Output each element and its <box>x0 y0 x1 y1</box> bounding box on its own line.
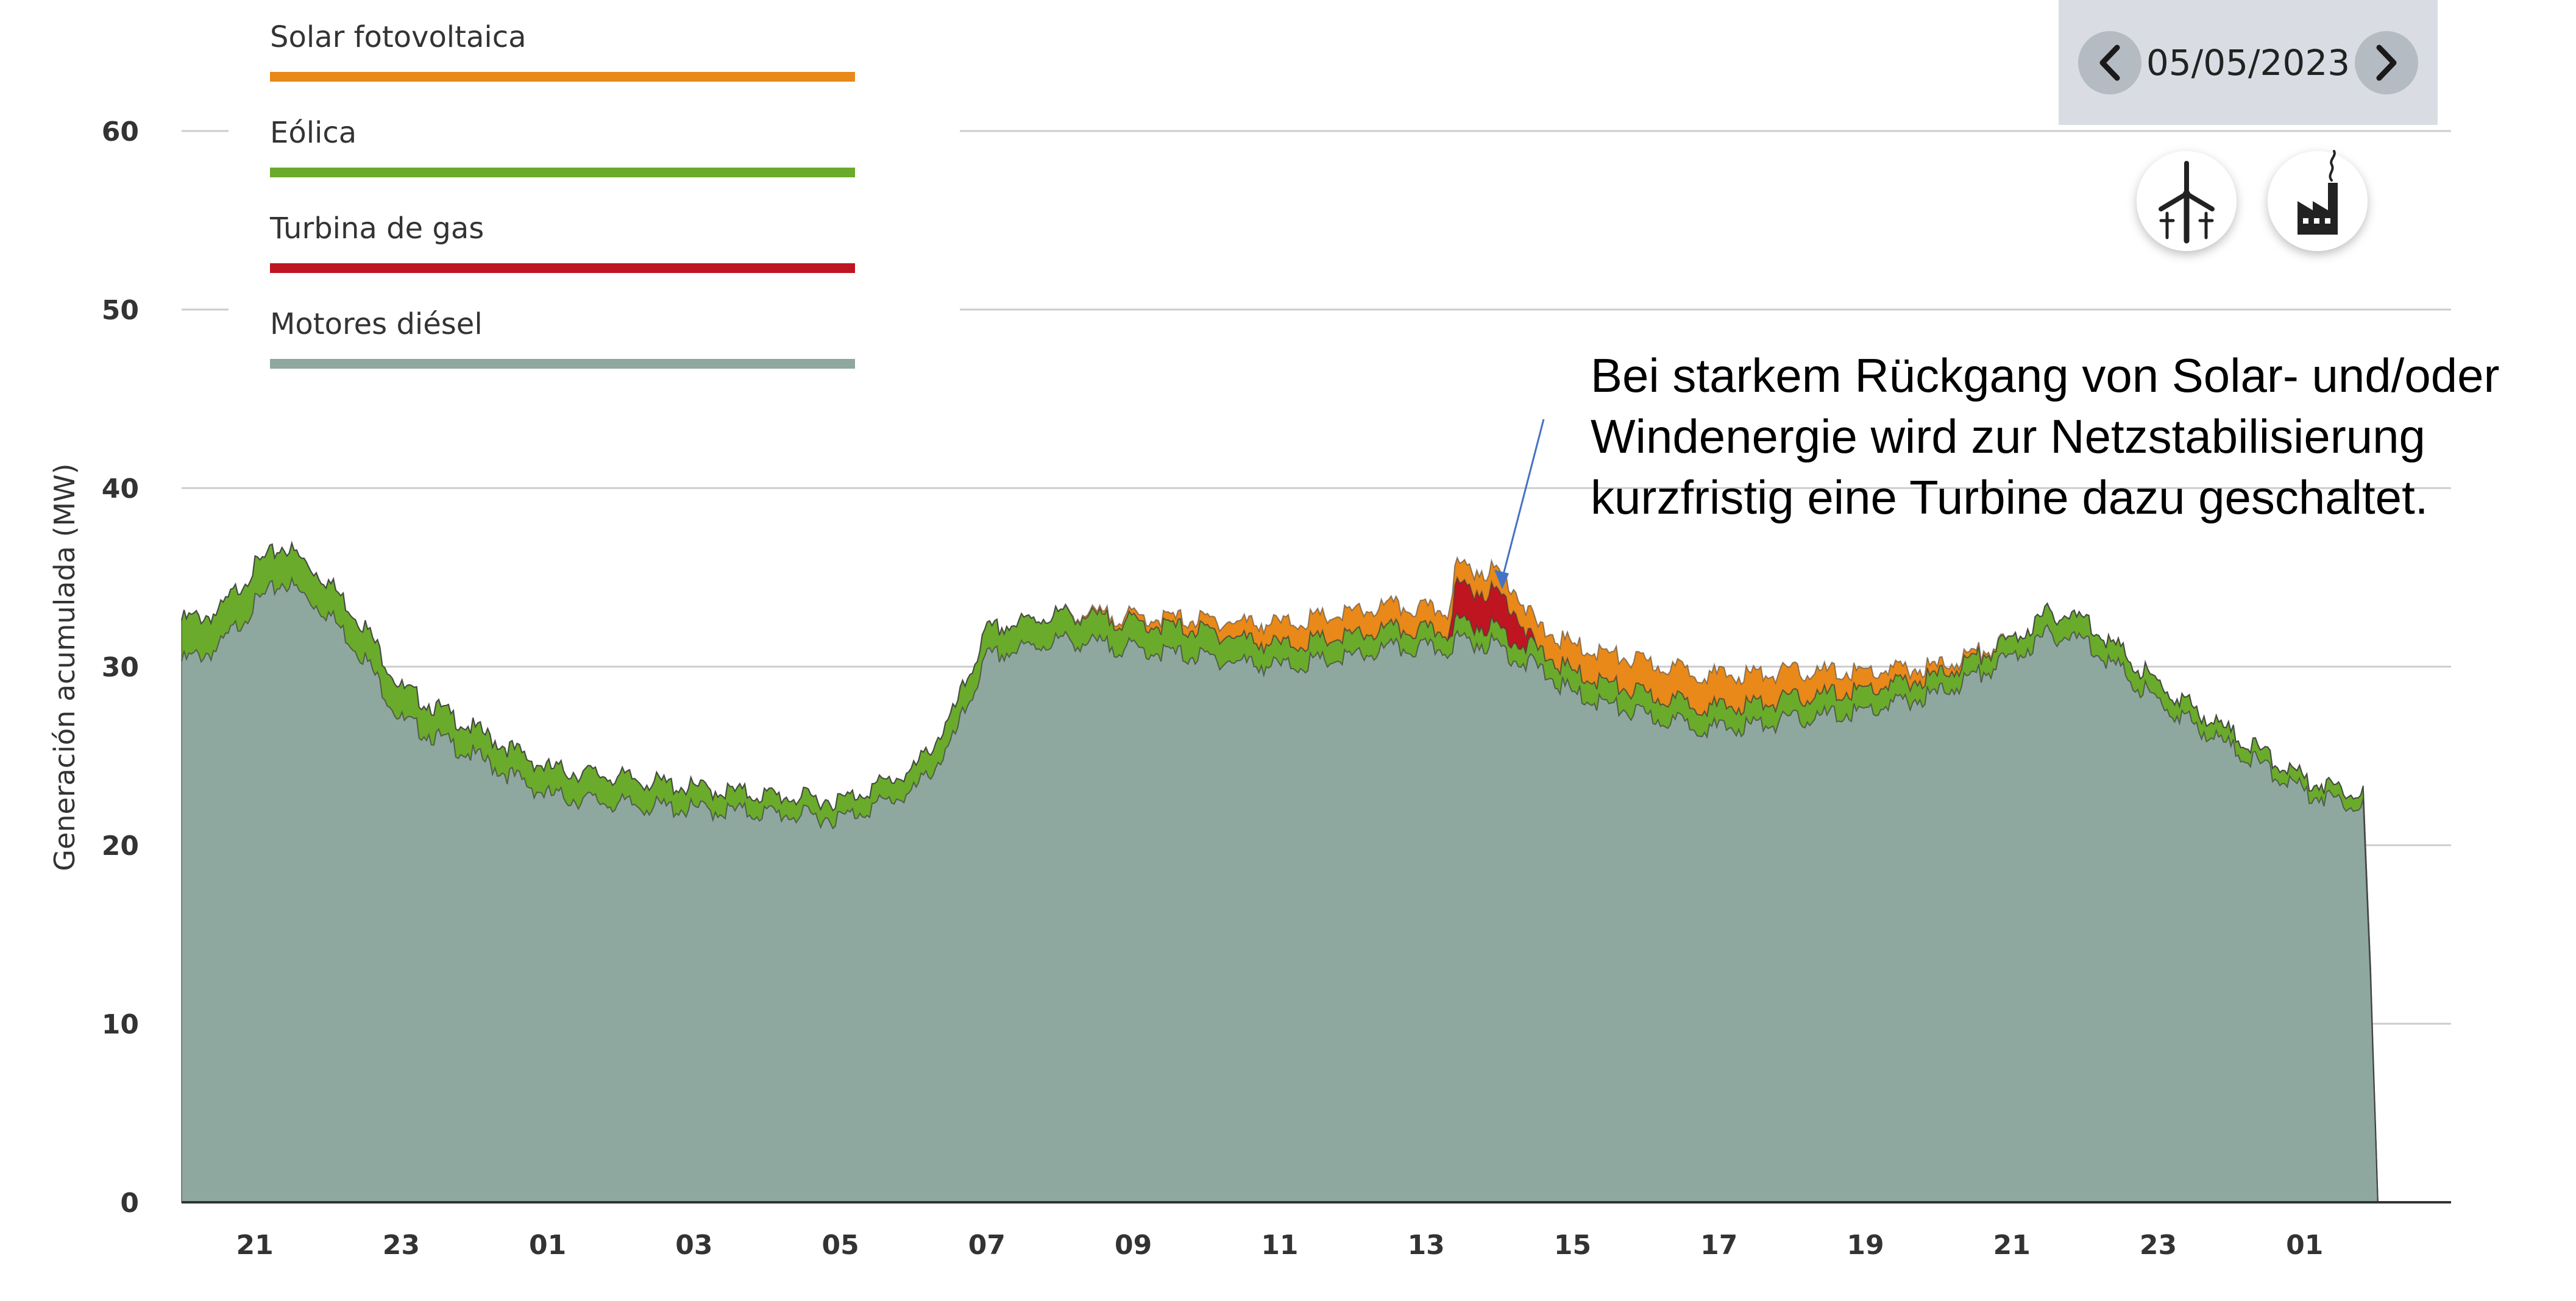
x-tick-label: 03 <box>675 1230 712 1261</box>
area-layer <box>181 541 2385 1203</box>
series-area-motores-diesel <box>181 575 2385 1203</box>
x-tick-label: 07 <box>968 1230 1006 1261</box>
y-tick-label: 0 <box>120 1188 139 1219</box>
legend-swatch <box>270 359 855 369</box>
y-tick-label: 50 <box>102 295 139 326</box>
x-tick-label: 21 <box>1993 1230 2031 1261</box>
y-tick-label: 30 <box>102 652 139 683</box>
x-tick-labels: 21 23 01 03 05 07 09 11 13 15 17 19 21 23 01 <box>236 1230 2324 1261</box>
x-tick-label: 17 <box>1700 1230 1737 1261</box>
legend: Solar fotovoltaica Eólica Turbina de gas Mo… <box>269 20 855 369</box>
y-tick-label: 60 <box>102 116 139 147</box>
x-tick-label: 01 <box>529 1230 566 1261</box>
legend-item: Solar fotovoltaica <box>270 20 855 82</box>
legend-label: Turbina de gas <box>269 211 484 246</box>
factory-icon <box>2297 150 2338 235</box>
thermal-view-button[interactable] <box>2268 150 2368 251</box>
wind-turbine-icon <box>2159 161 2215 244</box>
chevron-right-icon <box>2376 44 2397 81</box>
legend-label: Eólica <box>270 116 357 150</box>
x-tick-label: 13 <box>1408 1230 1445 1261</box>
legend-label: Motores diésel <box>270 307 483 341</box>
legend-swatch <box>270 168 855 177</box>
annotation-arrowhead <box>1494 570 1509 589</box>
annotation-line-2: Windenergie wird zur Netzstabilisierung <box>1591 409 2425 463</box>
next-date-button[interactable] <box>2355 31 2418 94</box>
x-tick-label: 05 <box>822 1230 859 1261</box>
x-tick-label: 11 <box>1261 1230 1298 1261</box>
x-tick-label: 19 <box>1847 1230 1884 1261</box>
legend-item: Turbina de gas <box>269 211 855 273</box>
annotation-line-1: Bei starkem Rückgang von Solar- und/oder <box>1591 349 2499 402</box>
date-selector: 05/05/2023 <box>2059 0 2438 125</box>
annotation-line-3: kurzfristig eine Turbine dazu geschaltet… <box>1591 470 2428 524</box>
legend-item: Motores diésel <box>270 307 855 369</box>
selected-date[interactable]: 05/05/2023 <box>2146 42 2350 83</box>
annotation-arrow <box>1501 419 1545 580</box>
y-axis-label: Generación acumulada (MW) <box>48 463 81 871</box>
legend-swatch <box>270 72 855 82</box>
x-tick-label: 09 <box>1115 1230 1152 1261</box>
x-tick-label: 21 <box>236 1230 274 1261</box>
legend-swatch <box>270 263 855 273</box>
wind-view-button[interactable] <box>2137 151 2237 251</box>
y-tick-labels: 0 10 20 30 40 50 60 <box>102 116 139 1219</box>
annotation: Bei starkem Rückgang von Solar- und/oder… <box>1494 349 2499 589</box>
x-tick-label: 15 <box>1554 1230 1591 1261</box>
y-tick-label: 10 <box>102 1009 139 1040</box>
legend-item: Eólica <box>270 116 855 177</box>
y-tick-label: 40 <box>102 473 139 505</box>
x-tick-label: 23 <box>2140 1230 2177 1261</box>
chevron-left-icon <box>2099 44 2120 81</box>
y-tick-label: 20 <box>102 831 139 862</box>
prev-date-button[interactable] <box>2078 31 2141 94</box>
x-tick-label: 23 <box>383 1230 420 1261</box>
legend-label: Solar fotovoltaica <box>270 20 527 54</box>
x-tick-label: 01 <box>2286 1230 2323 1261</box>
